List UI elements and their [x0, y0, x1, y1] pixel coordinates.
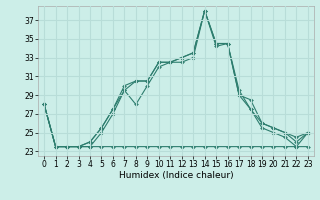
X-axis label: Humidex (Indice chaleur): Humidex (Indice chaleur)	[119, 171, 233, 180]
